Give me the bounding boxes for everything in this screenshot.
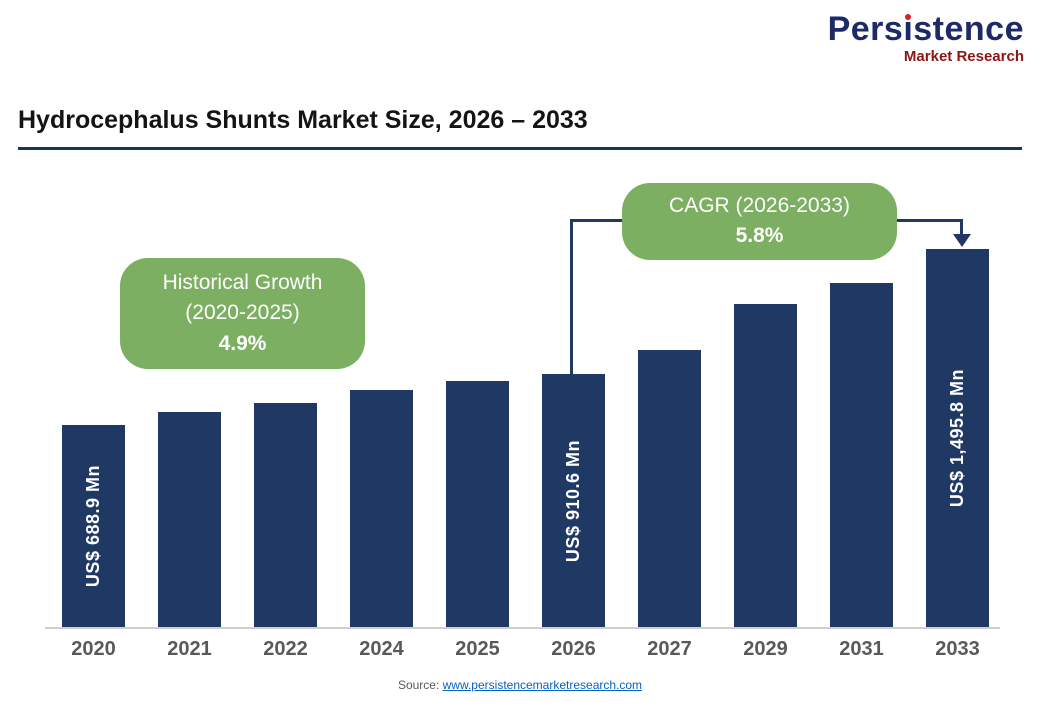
bar-column-2021: 2021 (158, 160, 221, 660)
cagr-connector-left-line (570, 219, 573, 376)
bar-column-2033: US$ 1,495.8 Mn 2033 (926, 160, 989, 660)
cagr-connector-right-line (960, 219, 963, 237)
bar-column-2027: 2027 (638, 160, 701, 660)
x-axis-label-2024: 2024 (359, 638, 404, 660)
x-axis-label-2031: 2031 (839, 638, 884, 660)
bar-column-2020: US$ 688.9 Mn 2020 (62, 160, 125, 660)
source-line: Source: www.persistencemarketresearch.co… (0, 678, 1040, 692)
x-axis-label-2033: 2033 (935, 638, 980, 660)
source-link[interactable]: www.persistencemarketresearch.com (442, 678, 643, 692)
x-axis-label-2025: 2025 (455, 638, 500, 660)
bar-2029 (734, 304, 797, 628)
bar-column-2026: US$ 910.6 Mn 2026 (542, 160, 605, 660)
brand-logo: Persıstence Market Research (828, 12, 1024, 64)
bar-2020: US$ 688.9 Mn (62, 425, 125, 628)
bar-2031 (830, 283, 893, 628)
historical-growth-line2: (2020-2025) (185, 301, 300, 325)
bar-2024 (350, 390, 413, 628)
cagr-callout: CAGR (2026-2033) 5.8% (622, 183, 897, 260)
x-axis-label-2027: 2027 (647, 638, 692, 660)
bar-chart: Historical Growth (2020-2025) 4.9% CAGR … (0, 160, 1040, 670)
historical-growth-value: 4.9% (218, 331, 267, 355)
bar-2026: US$ 910.6 Mn (542, 374, 605, 628)
x-axis-label-2021: 2021 (167, 638, 212, 660)
x-axis-label-2020: 2020 (71, 638, 116, 660)
bar-column-2029: 2029 (734, 160, 797, 660)
x-axis-label-2026: 2026 (551, 638, 596, 660)
brand-logo-subtitle: Market Research (903, 48, 1024, 65)
bar-2022 (254, 403, 317, 628)
cagr-connector-arrow-icon (953, 234, 971, 247)
bar-column-2025: 2025 (446, 160, 509, 660)
cagr-line1: CAGR (2026-2033) (669, 194, 850, 217)
x-axis-line (45, 627, 1000, 629)
bar-column-2022: 2022 (254, 160, 317, 660)
bar-2025 (446, 381, 509, 628)
bar-2033: US$ 1,495.8 Mn (926, 249, 989, 628)
bar-value-label-2033: US$ 1,495.8 Mn (947, 369, 967, 508)
bars-row: US$ 688.9 Mn 2020 2021 2022 2024 2025 US$ 910.… (62, 160, 989, 660)
bar-2027 (638, 350, 701, 628)
bar-2021 (158, 412, 221, 628)
historical-growth-line1: Historical Growth (162, 271, 323, 294)
page-title: Hydrocephalus Shunts Market Size, 2026 –… (18, 106, 588, 134)
bar-column-2024: 2024 (350, 160, 413, 660)
bar-column-2031: 2031 (830, 160, 893, 660)
title-divider (18, 147, 1022, 150)
x-axis-label-2022: 2022 (263, 638, 308, 660)
source-label: Source: (397, 678, 443, 692)
bar-value-label-2026: US$ 910.6 Mn (563, 439, 583, 563)
brand-logo-title: Persıstence (827, 10, 1024, 48)
bar-value-label-2020: US$ 688.9 Mn (83, 465, 103, 588)
logo-red-dot-i: ı (903, 10, 914, 48)
cagr-value: 5.8% (735, 224, 784, 248)
x-axis-label-2029: 2029 (743, 638, 788, 660)
historical-growth-callout: Historical Growth (2020-2025) 4.9% (120, 258, 365, 370)
